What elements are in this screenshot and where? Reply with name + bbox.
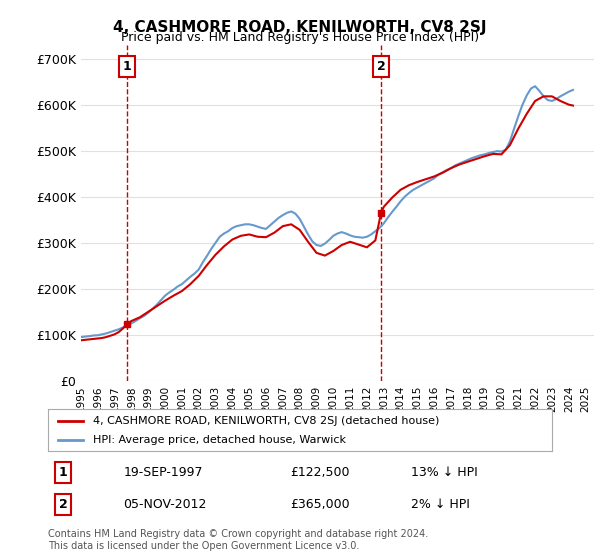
Text: 05-NOV-2012: 05-NOV-2012 [124,498,207,511]
Text: 4, CASHMORE ROAD, KENILWORTH, CV8 2SJ (detached house): 4, CASHMORE ROAD, KENILWORTH, CV8 2SJ (d… [94,416,440,426]
Text: 2: 2 [377,60,385,73]
Text: Contains HM Land Registry data © Crown copyright and database right 2024.
This d: Contains HM Land Registry data © Crown c… [48,529,428,551]
Text: 13% ↓ HPI: 13% ↓ HPI [411,466,478,479]
Text: 19-SEP-1997: 19-SEP-1997 [124,466,203,479]
Text: £122,500: £122,500 [290,466,349,479]
Text: HPI: Average price, detached house, Warwick: HPI: Average price, detached house, Warw… [94,435,346,445]
Text: 2% ↓ HPI: 2% ↓ HPI [411,498,470,511]
Text: 4, CASHMORE ROAD, KENILWORTH, CV8 2SJ: 4, CASHMORE ROAD, KENILWORTH, CV8 2SJ [113,20,487,35]
Text: 1: 1 [59,466,67,479]
Text: Price paid vs. HM Land Registry's House Price Index (HPI): Price paid vs. HM Land Registry's House … [121,31,479,44]
Text: £365,000: £365,000 [290,498,350,511]
Text: 2: 2 [59,498,67,511]
Text: 1: 1 [122,60,131,73]
